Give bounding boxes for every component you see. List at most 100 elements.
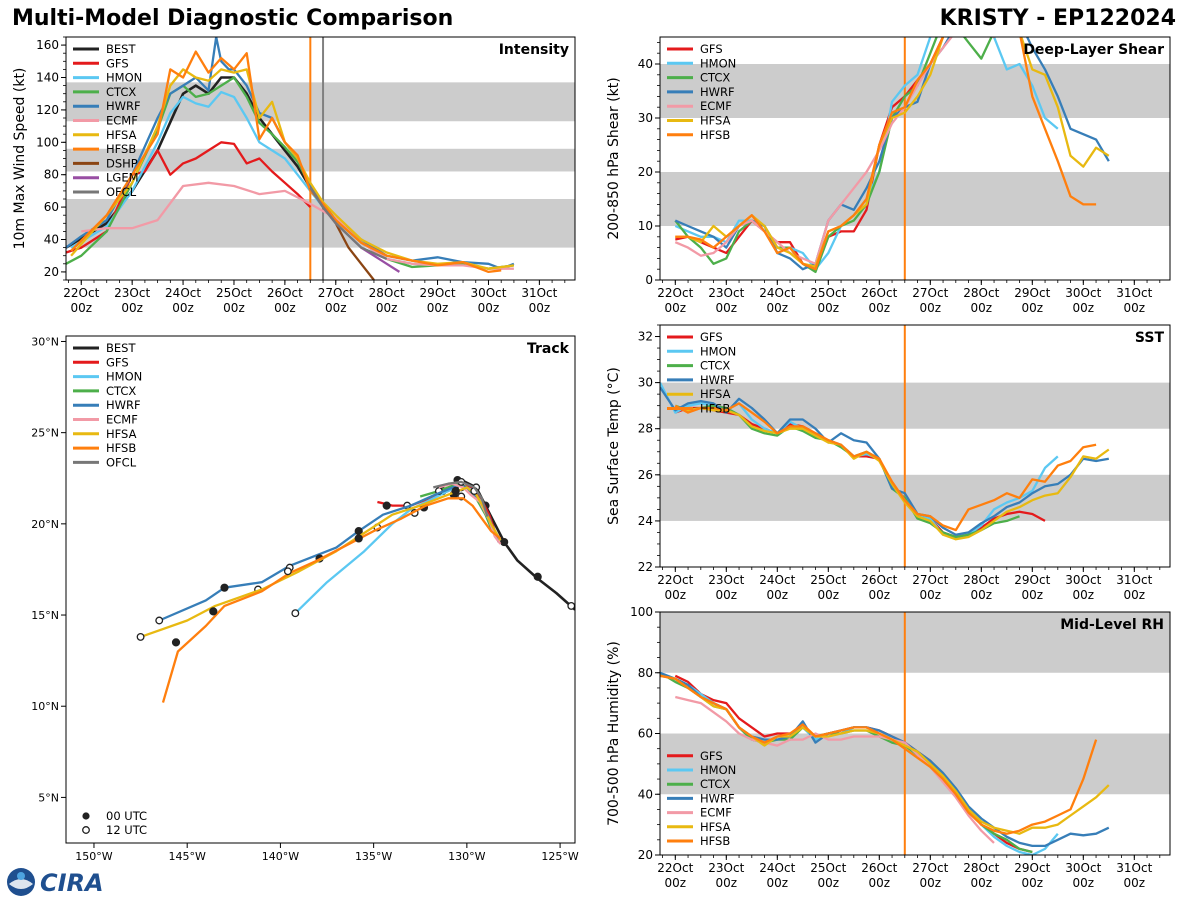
series-line-ctcx — [660, 671, 1033, 854]
x-tick-label: 31Oct — [521, 286, 557, 300]
legend-label-gfs: GFS — [700, 749, 723, 763]
x-tick-label: 26Oct — [267, 286, 303, 300]
y-tick-label: 20°N — [31, 518, 59, 531]
legend-label-hmon: HMON — [700, 763, 736, 777]
x-tick-label: 23Oct — [708, 861, 744, 875]
x-tick-sublabel: 00z — [529, 301, 551, 315]
marker-00utc — [220, 583, 229, 592]
legend-marker-filled — [82, 812, 90, 820]
y-tick-label: 80 — [44, 168, 59, 182]
series-line-hwrf — [66, 37, 515, 270]
legend-label-gfs: GFS — [106, 355, 129, 369]
legend-label-gfs: GFS — [106, 56, 129, 70]
shaded-band — [660, 612, 1170, 673]
x-tick-sublabel: 00z — [478, 301, 500, 315]
x-tick-label: 25Oct — [216, 286, 252, 300]
x-tick-label: 135°W — [355, 850, 392, 863]
x-tick-label: 22Oct — [657, 573, 693, 587]
legend-label-hmon: HMON — [700, 344, 736, 358]
x-tick-label: 24Oct — [759, 286, 795, 300]
y-tick-label: 40 — [44, 233, 59, 247]
marker-00utc — [171, 638, 181, 647]
panel-title: Intensity — [499, 42, 569, 58]
x-tick-sublabel: 00z — [920, 876, 942, 890]
y-tick-label: 30 — [638, 376, 653, 390]
legend-label-ecmf: ECMF — [700, 806, 732, 820]
x-tick-label: 23Oct — [114, 286, 150, 300]
marker-12utc — [373, 523, 382, 532]
x-tick-sublabel: 00z — [70, 301, 92, 315]
legend-label-12-utc: 12 UTC — [106, 823, 147, 837]
marker-00utc — [533, 572, 542, 581]
x-tick-sublabel: 00z — [818, 301, 840, 315]
x-tick-sublabel: 00z — [274, 301, 296, 315]
series-line-hfsb — [674, 402, 1097, 532]
series-line-ctcx — [419, 482, 495, 534]
y-tick-label: 100 — [36, 135, 59, 149]
legend-label-ctcx: CTCX — [700, 71, 730, 85]
x-tick-sublabel: 00z — [172, 301, 194, 315]
x-tick-sublabel: 00z — [920, 301, 942, 315]
legend-label-hfsb: HFSB — [106, 142, 136, 156]
series-line-hfsa — [675, 406, 1110, 541]
series-line-hmon — [660, 671, 1059, 855]
marker-12utc — [434, 487, 443, 495]
marker-12utc — [285, 563, 294, 572]
panel-title: Mid-Level RH — [1060, 617, 1164, 633]
x-tick-sublabel: 00z — [1022, 301, 1044, 315]
y-tick-label: 32 — [638, 330, 653, 344]
x-tick-sublabel: 00z — [1073, 588, 1095, 602]
legend-label-hmon: HMON — [106, 370, 142, 384]
x-tick-label: 140°W — [262, 850, 299, 863]
x-tick-sublabel: 00z — [1022, 876, 1044, 890]
x-tick-label: 27Oct — [912, 573, 948, 587]
plot-frame — [65, 335, 576, 844]
series-line-gfs — [66, 141, 312, 254]
y-tick-label: 5°N — [38, 791, 59, 804]
logo-text: CIRA — [40, 869, 104, 897]
marker-00utc — [481, 501, 490, 510]
marker-00utc — [449, 490, 458, 499]
x-tick-sublabel: 00z — [1124, 301, 1146, 315]
y-axis-label: 200-850 hPa Shear (kt) — [606, 77, 622, 239]
legend-label-hfsa: HFSA — [700, 114, 731, 128]
y-tick-label: 20 — [44, 265, 59, 279]
plot-frame — [659, 36, 1171, 281]
marker-00utc — [451, 486, 460, 496]
series-line-gfs — [377, 484, 500, 543]
series-line-hwrf — [660, 671, 1110, 848]
legend-label-ecmf: ECMF — [106, 413, 138, 427]
shaded-band — [660, 64, 1170, 118]
legend-label-hfsb: HFSB — [700, 834, 730, 848]
series-line-hfsb — [70, 50, 502, 274]
series-line-hfsb — [161, 497, 502, 703]
legend-label-hfsa: HFSA — [700, 820, 731, 834]
x-tick-sublabel: 00z — [971, 301, 993, 315]
marker-00utc — [453, 475, 462, 485]
x-tick-label: 29Oct — [420, 286, 456, 300]
series-line-hmon — [660, 382, 1059, 539]
x-tick-label: 22Oct — [657, 861, 693, 875]
x-tick-label: 150°W — [75, 850, 112, 863]
y-tick-label: 140 — [36, 71, 59, 85]
shaded-band — [66, 148, 575, 172]
x-tick-label: 30Oct — [1065, 861, 1101, 875]
y-tick-label: 15°N — [31, 609, 59, 622]
x-tick-label: 27Oct — [318, 286, 354, 300]
shaded-band — [66, 82, 575, 122]
marker-12utc — [470, 487, 479, 495]
y-tick-label: 20 — [638, 165, 653, 179]
x-tick-sublabel: 00z — [716, 588, 738, 602]
x-tick-label: 25Oct — [810, 286, 846, 300]
x-tick-sublabel: 00z — [427, 301, 449, 315]
marker-00utc — [500, 537, 509, 547]
marker-12utc — [136, 632, 145, 641]
x-tick-label: 31Oct — [1116, 286, 1152, 300]
series-line-best — [460, 478, 575, 611]
x-tick-label: 28Oct — [963, 861, 999, 875]
x-tick-label: 26Oct — [861, 861, 897, 875]
marker-00utc — [438, 486, 447, 496]
series-line-hfsb — [660, 674, 1098, 835]
x-tick-sublabel: 00z — [1073, 301, 1095, 315]
